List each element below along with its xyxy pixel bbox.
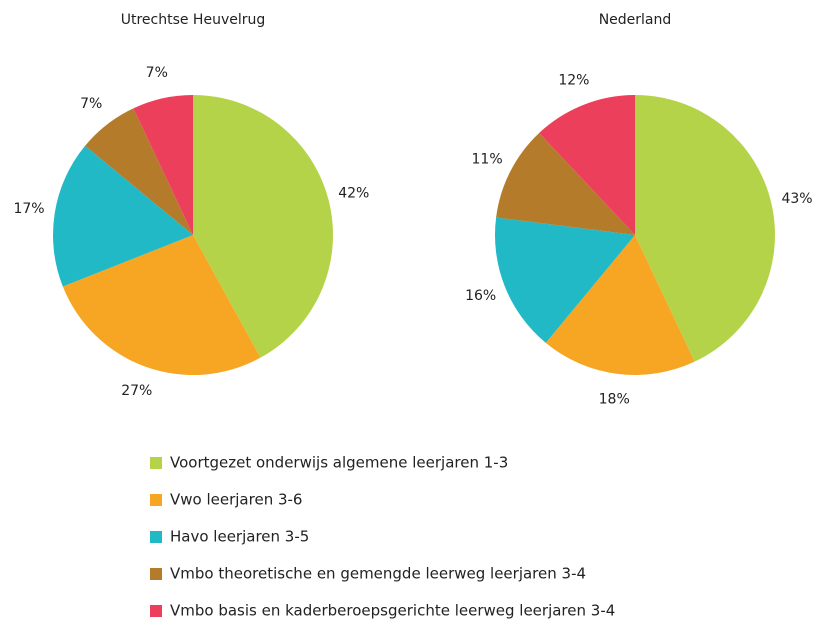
legend-label: Vwo leerjaren 3-6 (170, 491, 302, 509)
data-label: 18% (599, 392, 630, 408)
pie-slice (133, 95, 193, 235)
legend-swatch (150, 494, 162, 506)
chart-title: Utrechtse Heuvelrug (121, 12, 266, 28)
data-label: 17% (13, 201, 44, 217)
legend-swatch (150, 568, 162, 580)
legend-swatch (150, 457, 162, 469)
legend-label: Havo leerjaren 3-5 (170, 528, 309, 546)
data-label: 43% (781, 191, 812, 207)
pie-slice (539, 95, 635, 235)
pie-slice (85, 108, 193, 235)
legend-label: Voortgezet onderwijs algemene leerjaren … (170, 454, 508, 472)
data-label: 7% (146, 65, 168, 81)
pie-slice (62, 235, 261, 375)
chart-title: Nederland (599, 12, 672, 28)
data-label: 7% (80, 96, 102, 112)
data-label: 42% (338, 186, 369, 202)
legend-swatch (150, 605, 162, 617)
pie-slice (193, 95, 333, 358)
pie-slice (545, 235, 695, 376)
legend-label: Vmbo theoretische en gemengde leerweg le… (170, 565, 586, 583)
data-label: 16% (465, 288, 496, 304)
legend-label: Vmbo basis en kaderberoepsgerichte leerw… (170, 602, 615, 620)
data-label: 27% (121, 383, 152, 399)
data-label: 12% (558, 73, 589, 89)
legend-swatch (150, 531, 162, 543)
pie-slice (496, 132, 635, 235)
pie-slice (635, 95, 775, 362)
data-label: 11% (472, 152, 503, 168)
pie-slice (495, 217, 635, 343)
pie-slice (52, 145, 193, 287)
